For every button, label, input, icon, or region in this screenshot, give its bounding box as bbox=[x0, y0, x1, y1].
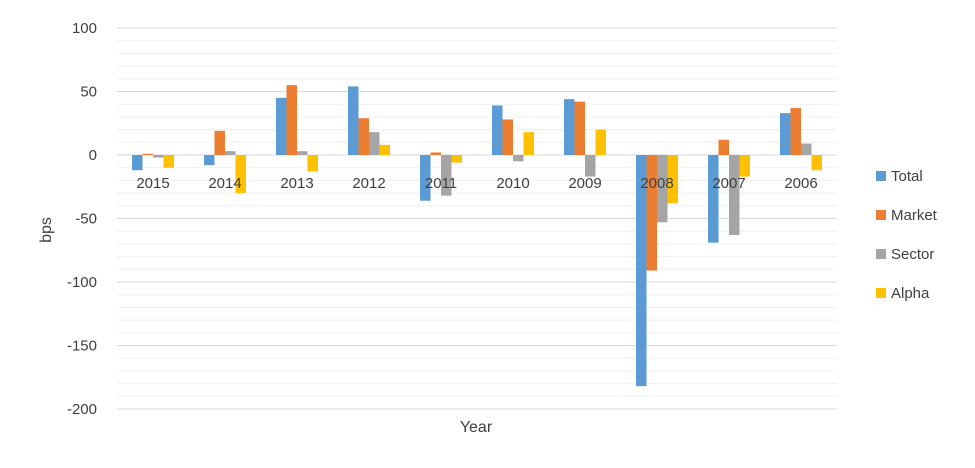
legend-swatch-total bbox=[876, 171, 886, 181]
bar-market-2012 bbox=[358, 118, 369, 155]
bar-total-2012 bbox=[348, 86, 359, 155]
bar-sector-2015 bbox=[153, 155, 164, 158]
bar-sector-2007 bbox=[729, 155, 740, 236]
bar-alpha-2013 bbox=[307, 155, 318, 172]
bar-sector-2014 bbox=[225, 151, 236, 155]
legend-swatch-alpha bbox=[876, 288, 886, 298]
bar-total-2006 bbox=[780, 113, 791, 155]
bar-alpha-2006 bbox=[811, 155, 822, 171]
bar-total-2007 bbox=[708, 155, 719, 243]
category-label: 2009 bbox=[568, 175, 601, 192]
bar-market-2006 bbox=[790, 108, 801, 155]
y-tick-label: -150 bbox=[67, 338, 97, 355]
bar-market-2009 bbox=[574, 101, 585, 155]
bar-alpha-2012 bbox=[379, 144, 390, 155]
bar-market-2015 bbox=[142, 153, 153, 155]
bar-sector-2006 bbox=[801, 143, 812, 155]
bar-total-2009 bbox=[564, 99, 575, 155]
bar-market-2014 bbox=[214, 130, 225, 155]
bar-alpha-2011 bbox=[451, 155, 462, 163]
category-label: 2011 bbox=[425, 175, 457, 192]
bar-sector-2012 bbox=[369, 132, 380, 155]
category-label: 2013 bbox=[280, 175, 313, 192]
bar-total-2014 bbox=[204, 155, 215, 166]
bar-market-2007 bbox=[718, 139, 729, 155]
bar-alpha-2007 bbox=[739, 155, 750, 177]
legend-label-total: Total bbox=[891, 168, 923, 185]
bar-sector-2010 bbox=[513, 155, 524, 162]
y-tick-labels: 100 50 0 -50 -100 -150 -200 bbox=[67, 20, 97, 418]
y-tick-label: -50 bbox=[75, 211, 97, 228]
bar-sector-2011 bbox=[441, 155, 452, 196]
category-labels: 2015 2014 2013 2012 2011 2010 2009 2008 2007 2006 bbox=[136, 175, 817, 192]
bar-sector-2013 bbox=[297, 151, 308, 155]
bar-alpha-2015 bbox=[163, 155, 174, 168]
bar-total-2013 bbox=[276, 97, 287, 155]
category-label: 2014 bbox=[208, 175, 241, 192]
legend-swatch-sector bbox=[876, 249, 886, 259]
bar-market-2010 bbox=[502, 119, 513, 155]
y-tick-label: -100 bbox=[67, 274, 97, 291]
legend: Total Market Sector Alpha bbox=[876, 168, 938, 302]
bar-market-2013 bbox=[286, 85, 297, 155]
legend-label-sector: Sector bbox=[891, 246, 934, 263]
category-label: 2015 bbox=[136, 175, 169, 192]
bar-sector-2009 bbox=[585, 155, 596, 177]
bar-market-2008 bbox=[646, 155, 657, 271]
bar-alpha-2010 bbox=[523, 132, 534, 155]
bar-total-2010 bbox=[492, 105, 503, 155]
category-label: 2012 bbox=[352, 175, 385, 192]
bar-sector-2008 bbox=[657, 155, 668, 223]
x-axis-title: Year bbox=[460, 419, 493, 436]
legend-label-market: Market bbox=[891, 207, 938, 224]
category-label: 2008 bbox=[640, 175, 673, 192]
bar-alpha-2014 bbox=[235, 155, 246, 194]
y-tick-label: 50 bbox=[80, 84, 97, 101]
y-axis-title: bps bbox=[38, 217, 55, 243]
bar-market-2011 bbox=[430, 152, 441, 155]
gridlines bbox=[117, 27, 837, 410]
legend-swatch-market bbox=[876, 210, 886, 220]
legend-label-alpha: Alpha bbox=[891, 285, 930, 302]
y-tick-label: 100 bbox=[72, 20, 97, 37]
bars bbox=[132, 85, 822, 387]
bar-alpha-2009 bbox=[595, 129, 606, 155]
bar-alpha-2008 bbox=[667, 155, 678, 204]
y-tick-label: 0 bbox=[89, 147, 97, 164]
bar-total-2011 bbox=[420, 155, 431, 201]
category-label: 2006 bbox=[784, 175, 817, 192]
category-label: 2010 bbox=[496, 175, 529, 192]
category-label: 2007 bbox=[712, 175, 745, 192]
y-tick-label: -200 bbox=[67, 401, 97, 418]
bar-total-2008 bbox=[636, 155, 647, 387]
bar-total-2015 bbox=[132, 155, 143, 171]
